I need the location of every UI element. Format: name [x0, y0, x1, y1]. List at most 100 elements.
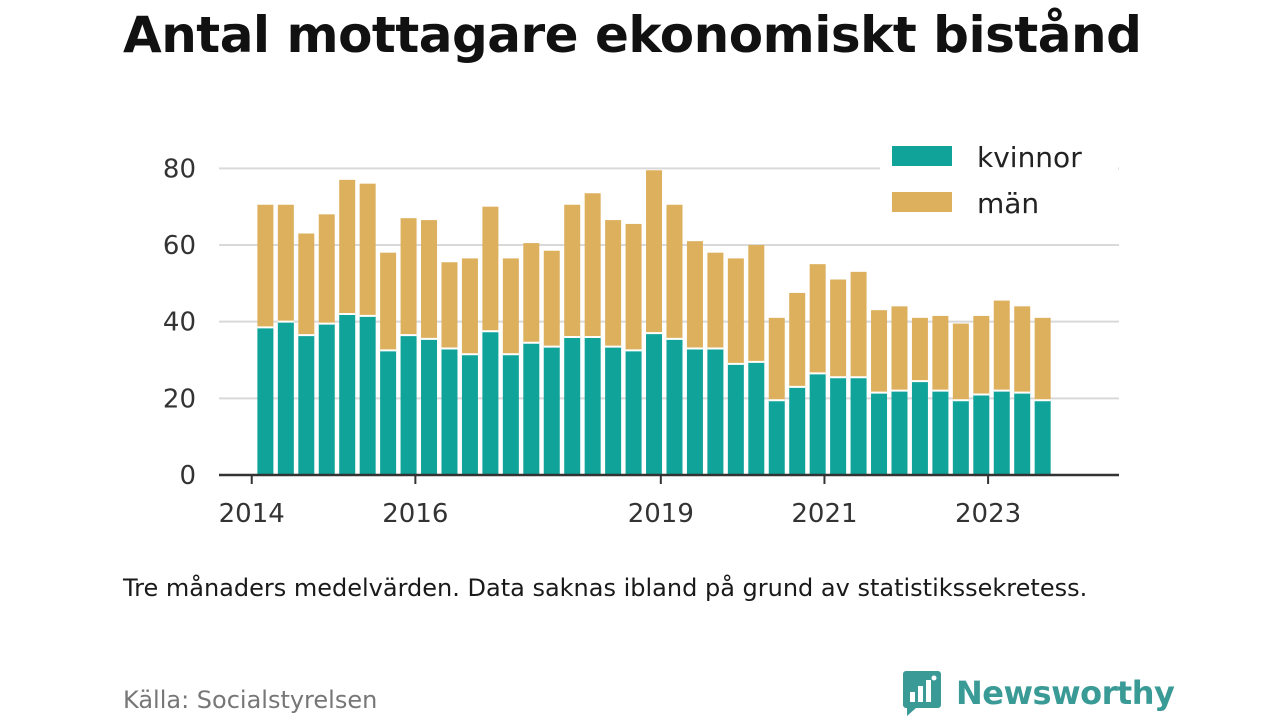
y-tick-label: 20 — [163, 384, 196, 414]
x-tick-label: 2016 — [382, 499, 448, 529]
bar-man — [871, 310, 888, 393]
legend-swatch — [892, 146, 952, 166]
bar-man — [482, 206, 499, 332]
x-tick-label: 2021 — [791, 499, 857, 529]
bar-kvinnor — [686, 348, 703, 475]
bar-man — [380, 252, 397, 351]
bar-kvinnor — [625, 350, 642, 475]
bar-man — [748, 245, 765, 362]
bar-man — [605, 220, 622, 347]
bar-kvinnor — [421, 338, 438, 475]
bar-man — [523, 243, 540, 343]
y-tick-label: 40 — [163, 308, 196, 338]
legend-label: kvinnor — [977, 141, 1082, 174]
bar-man — [973, 315, 990, 395]
y-tick-label: 0 — [179, 461, 196, 491]
bar-kvinnor — [973, 394, 990, 475]
bar-kvinnor — [543, 346, 560, 475]
bar-kvinnor — [482, 331, 499, 475]
bar-man — [400, 218, 417, 336]
bar-man — [257, 204, 274, 328]
bar-kvinnor — [768, 400, 785, 475]
bar-man — [298, 233, 315, 336]
legend-swatch — [892, 192, 952, 212]
bar-kvinnor — [584, 337, 601, 475]
bar-man — [993, 300, 1010, 391]
chart-title: Antal mottagare ekonomiskt bistånd — [123, 6, 1142, 64]
bar-man — [421, 220, 438, 339]
bar-man — [625, 223, 642, 351]
legend: kvinnor män — [880, 138, 1118, 228]
bar-kvinnor — [993, 390, 1010, 475]
bar-man — [461, 258, 478, 355]
bars — [257, 170, 1051, 475]
bar-kvinnor — [727, 363, 744, 475]
bar-man — [584, 193, 601, 337]
bar-kvinnor — [257, 327, 274, 475]
bar-kvinnor — [318, 323, 335, 475]
bar-kvinnor — [748, 361, 765, 475]
bar-kvinnor — [646, 333, 663, 475]
newsworthy-logo-icon — [903, 671, 941, 716]
bar-kvinnor — [359, 315, 376, 475]
bar-man — [932, 315, 949, 391]
bar-man — [441, 262, 458, 349]
bar-kvinnor — [400, 335, 417, 475]
y-tick-label: 80 — [163, 154, 196, 184]
bar-man — [952, 323, 969, 401]
bar-man — [911, 317, 928, 382]
source-text: Källa: Socialstyrelsen — [123, 686, 378, 714]
y-tick-label: 60 — [163, 231, 196, 261]
bar-man — [543, 250, 560, 347]
bar-kvinnor — [871, 392, 888, 475]
bar-man — [768, 317, 785, 401]
bar-man — [789, 292, 806, 387]
bar-kvinnor — [298, 335, 315, 475]
bar-kvinnor — [809, 373, 826, 475]
bar-kvinnor — [666, 338, 683, 475]
brand-logo: Newsworthy — [902, 668, 1175, 718]
bar-kvinnor — [339, 314, 356, 475]
bar-kvinnor — [932, 390, 949, 475]
bar-man — [318, 214, 335, 324]
brand-name: Newsworthy — [956, 674, 1175, 712]
x-tick-label: 2019 — [628, 499, 694, 529]
bar-man — [666, 204, 683, 339]
bar-kvinnor — [830, 377, 847, 475]
bar-kvinnor — [952, 400, 969, 475]
bar-man — [707, 252, 724, 349]
bar-kvinnor — [277, 321, 294, 475]
bar-kvinnor — [564, 337, 581, 475]
bar-man — [646, 170, 663, 334]
stacked-bar-chart: 0 20 40 60 80 2014 2016 2019 2021 2023 kvinnor män — [162, 138, 1119, 529]
bar-kvinnor — [789, 386, 806, 475]
bar-kvinnor — [850, 377, 867, 475]
chart-note: Tre månaders medelvärden. Data saknas ib… — [123, 574, 1088, 602]
x-tick-label: 2014 — [219, 499, 285, 529]
bar-man — [564, 204, 581, 337]
bar-man — [891, 306, 908, 391]
bar-man — [686, 241, 703, 349]
bar-man — [339, 179, 356, 314]
bar-kvinnor — [441, 348, 458, 475]
x-tick-label: 2023 — [955, 499, 1021, 529]
bar-man — [850, 271, 867, 378]
bar-man — [1034, 317, 1051, 401]
bar-kvinnor — [502, 354, 519, 475]
bar-kvinnor — [605, 346, 622, 475]
bar-man — [809, 264, 826, 374]
bar-man — [727, 258, 744, 364]
bar-man — [359, 183, 376, 316]
bar-man — [1014, 306, 1031, 393]
bar-man — [830, 279, 847, 378]
bar-man — [502, 258, 519, 355]
legend-label: män — [977, 187, 1039, 220]
bar-kvinnor — [380, 350, 397, 475]
bar-kvinnor — [707, 348, 724, 475]
bar-kvinnor — [523, 342, 540, 475]
bar-kvinnor — [461, 354, 478, 475]
bar-man — [277, 204, 294, 322]
bar-kvinnor — [911, 381, 928, 475]
bar-kvinnor — [1014, 392, 1031, 475]
bar-kvinnor — [891, 390, 908, 475]
